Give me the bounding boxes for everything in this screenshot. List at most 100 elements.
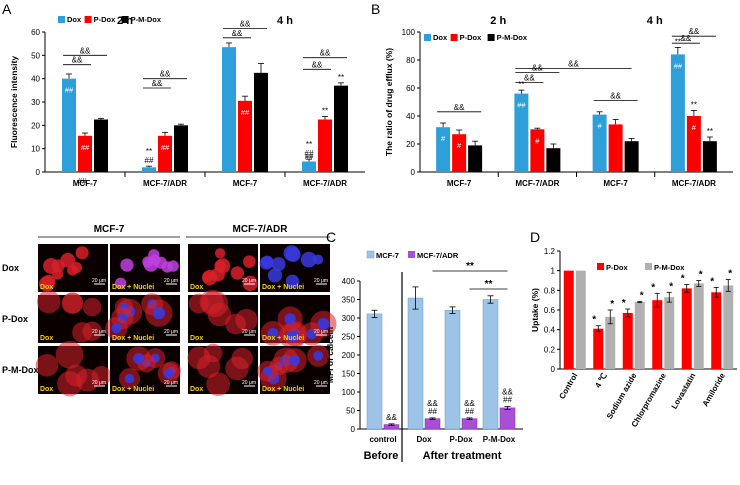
cell-nucleus-stain (75, 246, 89, 260)
cell-nucleus-stain (300, 251, 317, 268)
cell-nucleus-stain (267, 268, 283, 283)
bar-dox (592, 114, 607, 172)
bar-p-dox (622, 312, 633, 369)
legend-swatch (408, 251, 415, 258)
cell-cytoplasm-stain (57, 371, 83, 397)
bar-significance-label: && (427, 399, 438, 408)
y-tick-label: 0 (551, 365, 556, 374)
cell-nucleus-stain (120, 258, 134, 272)
column-header: MCF-7 (94, 224, 125, 235)
bar-p-m-dox (254, 72, 268, 172)
bar-significance-label: ** (306, 140, 312, 149)
legend-label: P-Dox (94, 15, 116, 24)
scale-bar-label: 20 μm (164, 329, 178, 335)
legend-swatch (645, 263, 652, 270)
tile-channel-label: Dox (40, 335, 53, 342)
bracket-label: && (454, 103, 465, 112)
x-category-label: P-M-Dox (483, 435, 516, 444)
y-tick-label: 0 (36, 168, 41, 177)
cell-nucleus-stain (313, 350, 324, 361)
legend-label: Dox (67, 15, 82, 24)
y-tick-label: 400 (342, 277, 356, 286)
cell-nucleus-stain (148, 249, 160, 261)
tile-channel-label: Dox (190, 284, 203, 291)
group-title: 4 h (277, 15, 293, 27)
bar-significance-label: && (502, 387, 513, 396)
y-tick-label: 100 (342, 388, 356, 397)
bar-mcf-7 (407, 297, 424, 430)
scale-bar-label: 20 μm (164, 380, 178, 386)
bar-p-m-dox (624, 141, 639, 172)
y-tick-label: 0.4 (544, 326, 556, 335)
significance-star: * (681, 273, 685, 284)
bar-dox (514, 93, 529, 172)
legend-label: Dox (433, 33, 448, 42)
bar-inner-label: # (692, 123, 697, 132)
x-category-label: MCF-7/ADR (672, 179, 716, 188)
bar-p-m-dox (468, 145, 483, 172)
legend-swatch (487, 34, 495, 41)
bar-p-dox (608, 124, 623, 172)
scale-bar-label: 20 μm (242, 329, 256, 335)
legend-swatch (450, 34, 458, 41)
tile-channel-label: Dox (40, 284, 53, 291)
bar-significance-label: ## (465, 407, 474, 416)
cell-nucleus-stain (289, 354, 301, 366)
x-category-label: Dox (416, 435, 432, 444)
cell-cytoplasm-stain (82, 297, 102, 317)
y-tick-label: 20 (31, 121, 40, 130)
cell-nucleus-stain (114, 277, 127, 290)
y-tick-label: 40 (406, 112, 415, 121)
cell-nucleus-stain (312, 254, 324, 265)
bar-significance-label: ## (145, 156, 154, 165)
tile-channel-label: Dox + Nuclei (112, 335, 154, 342)
bar-p-dox (681, 288, 692, 369)
x-category-label: Sodium azide (605, 371, 639, 421)
significance-star: * (728, 269, 732, 280)
cell-nucleus-stain (284, 313, 296, 325)
bar-inner-label: ## (241, 108, 250, 117)
bar-mcf-7-adr (461, 418, 478, 430)
bracket-label: && (568, 59, 579, 68)
chart-a: 0 10 20 30 40 50 60 Fluorescence intensity MCF-7… (9, 15, 365, 188)
cell-nucleus-stain (267, 327, 279, 339)
legend-swatch (121, 16, 129, 23)
bar-dox (670, 54, 685, 172)
cell-nucleus-stain (285, 247, 301, 262)
y-axis-label: The ratio of drug efflux (%) (384, 48, 394, 156)
y-axis-label: MFI of calcein (325, 327, 335, 383)
x-category-label: MCF-7/ADR (143, 179, 187, 188)
cell-cytoplasm-stain (225, 356, 249, 381)
cell-nucleus-stain (317, 317, 330, 330)
y-tick-label: 0.8 (544, 286, 556, 295)
y-tick-label: 350 (342, 296, 356, 305)
cell-nucleus-stain (263, 366, 273, 377)
bar-p-dox (318, 119, 332, 172)
cell-cytoplasm-stain (35, 353, 59, 377)
x-category-label: MCF-7 (447, 179, 472, 188)
chart-b: 0 20 40 60 80 100 The ratio of drug efflux (%)… (384, 15, 733, 188)
legend-label: MCF-7 (376, 251, 399, 260)
footer-before: Before (364, 450, 399, 462)
cell-nucleus-stain (60, 252, 76, 268)
panel-letter-c: C (326, 229, 336, 245)
y-axis-label: Fluorescence intensity (9, 56, 19, 148)
footer-after: After treatment (423, 450, 502, 462)
cell-nucleus-stain (38, 275, 55, 292)
significance-star: * (710, 276, 714, 287)
x-category-label: MCF-7 (73, 179, 98, 188)
group-title: 4 h (647, 15, 663, 27)
y-tick-label: 300 (342, 314, 356, 323)
significance-star: * (699, 270, 703, 281)
bar-p-dox (686, 116, 701, 172)
cell-nucleus-stain (70, 262, 83, 274)
legend-label: P-M-Dox (654, 263, 685, 272)
bar-p-m-dox (702, 141, 717, 172)
bar-p-dox (158, 135, 172, 172)
bracket-label: && (80, 46, 91, 55)
bar-significance-label: ** (322, 106, 328, 115)
cell-nucleus-stain (163, 368, 174, 379)
bracket-label: ** (485, 279, 493, 290)
bar-mcf-7-adr (424, 418, 441, 430)
x-category-label: Control (557, 372, 579, 401)
